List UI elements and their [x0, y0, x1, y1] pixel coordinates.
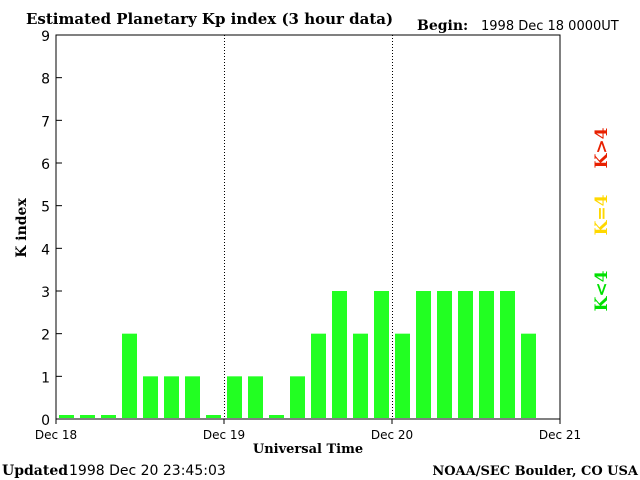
kp-bar [80, 415, 95, 418]
y-axis: 0 1 2 3 4 5 6 7 8 9 [41, 29, 62, 429]
legend-item: K<4 [592, 270, 612, 311]
kp-bar [521, 333, 536, 418]
kp-bar [122, 333, 137, 418]
updated-value: 1998 Dec 20 23:45:03 [69, 463, 226, 479]
kp-bar [437, 291, 452, 418]
kp-bar [248, 376, 263, 418]
y-tick-label: 9 [41, 29, 50, 45]
x-tick-label: Dec 18 [35, 428, 77, 442]
kp-bar [458, 291, 473, 418]
kp-bar [290, 376, 305, 418]
kp-bar [332, 291, 347, 418]
begin-value: 1998 Dec 18 0000UT [481, 19, 619, 34]
kp-bar [416, 291, 431, 418]
updated-label: Updated [2, 463, 68, 479]
kp-bar [164, 376, 179, 418]
plot-frame [55, 34, 561, 420]
kp-bar [59, 415, 74, 418]
legend-item: K=4 [592, 194, 612, 235]
kp-bar [206, 415, 221, 418]
y-tick-label: 7 [41, 114, 50, 130]
kp-bar [500, 291, 515, 418]
kp-bar [101, 415, 116, 418]
legend-item: K>4 [592, 127, 612, 168]
x-tick-label: Dec 21 [539, 428, 581, 442]
kp-bar [227, 376, 242, 418]
x-tick-label: Dec 20 [371, 428, 413, 442]
kp-bar [353, 333, 368, 418]
y-tick-label: 6 [41, 157, 50, 173]
kp-bar [479, 291, 494, 418]
kp-bar [143, 376, 158, 418]
chart-title: Estimated Planetary Kp index (3 hour dat… [26, 10, 393, 28]
bars [59, 291, 536, 418]
kp-bar [185, 376, 200, 418]
kp-bar [311, 333, 326, 418]
source-credit: NOAA/SEC Boulder, CO USA [432, 464, 639, 479]
kp-bar [395, 333, 410, 418]
legend: K<4 K=4 K>4 [592, 127, 612, 311]
y-tick-label: 8 [41, 72, 50, 88]
x-axis-label: Universal Time [253, 442, 363, 457]
x-axis: Dec 18 Dec 19 Dec 20 Dec 21 [35, 419, 581, 442]
y-tick-label: 4 [41, 242, 50, 258]
y-tick-label: 5 [41, 200, 50, 216]
y-tick-label: 1 [41, 370, 50, 386]
x-tick-label: Dec 19 [203, 428, 245, 442]
y-axis-label: K index [14, 198, 30, 258]
y-tick-label: 3 [41, 285, 50, 301]
day-separators [224, 35, 393, 419]
kp-bar [269, 415, 284, 418]
begin-label: Begin: [417, 18, 468, 34]
y-tick-label: 0 [41, 413, 50, 429]
y-tick-label: 2 [41, 328, 50, 344]
kp-bar [374, 291, 389, 418]
